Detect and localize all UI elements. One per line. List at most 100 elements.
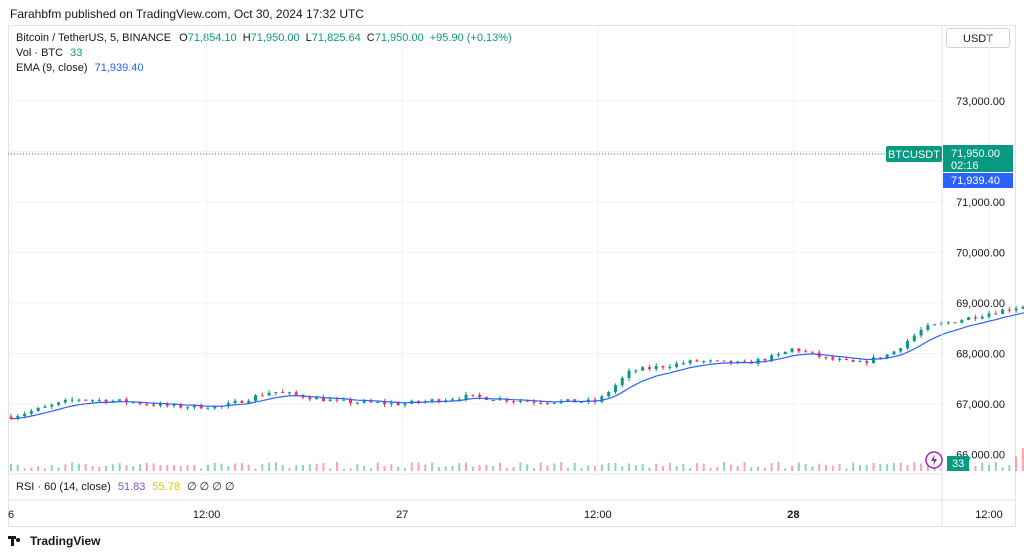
candle-body [369, 400, 373, 403]
tradingview-logo-icon [8, 536, 24, 546]
candle-body [926, 325, 930, 330]
volume-bar [1021, 448, 1024, 471]
volume-bar [295, 465, 298, 471]
volume-bar [173, 465, 175, 471]
volume-bar [505, 467, 508, 471]
volume-bar [376, 462, 379, 471]
volume-bar [1008, 465, 1011, 471]
last-price-tag-text: 71,950.00 [951, 148, 1000, 160]
volume-bar [329, 468, 332, 471]
volume-bar [573, 462, 576, 471]
candle-body [872, 357, 876, 363]
volume-bar [777, 461, 780, 471]
candle-body [430, 399, 434, 402]
currency-button[interactable]: USDT [946, 28, 1010, 48]
candle-body [247, 400, 251, 403]
volume-bar [132, 466, 135, 471]
close-key: C [366, 32, 375, 44]
y-tick-label: 69,000.00 [956, 298, 1005, 310]
candle-body [63, 399, 67, 403]
candle-body [321, 397, 325, 402]
candle-body [960, 320, 964, 323]
candle-body [274, 392, 278, 394]
volume-bar [23, 468, 26, 471]
volume-bar [403, 468, 406, 471]
candle-body [349, 399, 353, 404]
candle-body [1014, 308, 1018, 311]
symbol-name[interactable]: Bitcoin / TetherUS, 5, BINANCE [16, 32, 172, 44]
volume-bar [974, 465, 977, 471]
volume-bar [770, 462, 773, 471]
volume-bar [369, 468, 372, 471]
volume-bar [349, 468, 352, 471]
candle-body [342, 399, 346, 401]
volume-bar [689, 468, 692, 471]
candle-body [851, 359, 855, 362]
candle-body [158, 403, 162, 406]
volume-bar [465, 462, 468, 471]
volume-bar [302, 465, 305, 471]
candle-body [600, 396, 604, 402]
countdown-text: 02:16 [951, 160, 979, 172]
volume-bar [736, 465, 739, 471]
candle-body [97, 399, 101, 401]
candle-body [546, 403, 550, 405]
high-value: 71,950.00 [250, 32, 300, 44]
volume-bar [390, 464, 393, 471]
candle-body [878, 357, 882, 359]
candle-body [688, 360, 692, 364]
ema-label[interactable]: EMA (9, close) [16, 62, 88, 74]
volume-value: 33 [70, 47, 83, 59]
volume-bar [662, 466, 664, 471]
candle-body [654, 366, 658, 369]
candle-body [776, 354, 780, 356]
candle-body [491, 400, 495, 402]
volume-bar [166, 464, 169, 471]
candle-body [260, 395, 264, 397]
volume-bar [886, 463, 889, 471]
volume-bar [858, 465, 861, 471]
volume-bar [91, 466, 94, 471]
volume-bar [797, 462, 800, 471]
volume-bar [655, 463, 658, 471]
volume-label[interactable]: Vol · BTC [16, 47, 64, 59]
volume-bar [274, 462, 277, 471]
volume-bar [988, 464, 990, 471]
candle-body [899, 348, 903, 352]
candle-body [763, 359, 767, 361]
volume-bar [64, 464, 67, 471]
volume-bar [322, 462, 325, 471]
volume-bar [410, 462, 413, 471]
rsi-value: 51.83 [117, 481, 146, 493]
y-tick-label: 67,000.00 [956, 399, 1005, 411]
candle-body [226, 403, 230, 407]
volume-bar [913, 462, 916, 471]
candle-body [1001, 309, 1005, 314]
volume-bar [247, 464, 250, 471]
volume-bar [193, 465, 196, 471]
x-tick-label: 12:00 [584, 509, 612, 521]
volume-bar [811, 466, 814, 471]
candle-body [933, 324, 937, 326]
rsi-label[interactable]: RSI · 60 (14, close) [16, 481, 111, 493]
candle-body [138, 402, 142, 405]
candle-body [967, 317, 971, 321]
volume-bar [716, 467, 719, 471]
volume-bar [600, 464, 603, 471]
candle-body [437, 399, 441, 402]
candle-body [613, 385, 617, 393]
volume-bar [234, 463, 237, 471]
symbol-legend: Bitcoin / TetherUS, 5, BINANCE O71,854.1… [16, 32, 512, 44]
y-tick-label: 71,000.00 [956, 197, 1005, 209]
candle-body [335, 399, 339, 401]
volume-bar [145, 462, 148, 471]
volume-bar [553, 463, 556, 471]
volume-bar [213, 462, 216, 471]
volume-bar [417, 462, 420, 471]
candle-body [362, 400, 366, 403]
candle-body [145, 404, 149, 406]
candle-body [152, 404, 156, 406]
volume-bar [84, 463, 87, 471]
volume-bar [628, 463, 631, 471]
